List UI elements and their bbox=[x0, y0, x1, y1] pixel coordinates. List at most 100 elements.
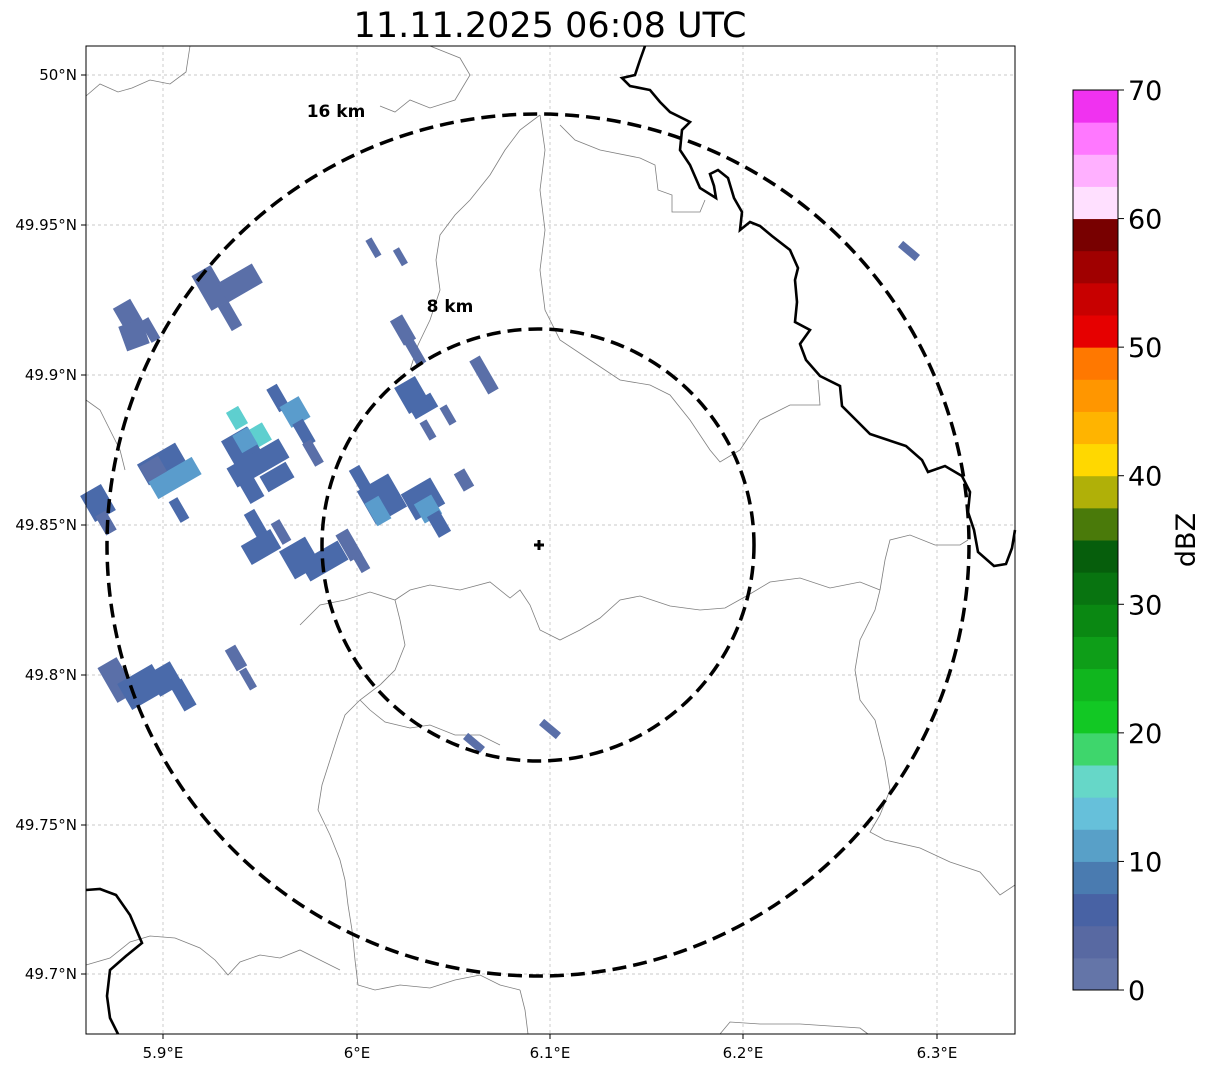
x-tick-label: 6°E bbox=[344, 1044, 371, 1062]
colorbar-segment bbox=[1073, 90, 1118, 123]
echo-cell bbox=[364, 495, 392, 527]
colorbar-segment bbox=[1073, 443, 1118, 477]
reflectivity-echoes bbox=[80, 237, 920, 754]
admin-border bbox=[409, 114, 541, 371]
admin-border bbox=[85, 45, 191, 97]
colorbar: 0 10 20 30 40 50 60 70 dBZ bbox=[1072, 76, 1202, 1007]
colorbar-segment bbox=[1073, 540, 1118, 573]
colorbar-segment bbox=[1073, 765, 1118, 798]
colorbar-tick-label: 30 bbox=[1128, 590, 1162, 621]
colorbar-segment bbox=[1073, 797, 1118, 830]
colorbar-tick-label: 60 bbox=[1128, 205, 1162, 236]
colorbar-segment bbox=[1073, 893, 1118, 927]
colorbar-tick-label: 40 bbox=[1128, 462, 1162, 493]
colorbar-segment bbox=[1073, 186, 1118, 220]
echo-cell bbox=[270, 519, 292, 545]
colorbar-tick-label: 10 bbox=[1128, 847, 1162, 878]
map-panel: 16 km 8 km bbox=[80, 45, 1017, 1035]
range-ring-16km bbox=[105, 112, 971, 978]
echo-cell bbox=[118, 318, 150, 352]
echo-cell bbox=[365, 237, 382, 259]
colorbar-segment bbox=[1073, 604, 1118, 637]
colorbar-segment bbox=[1073, 411, 1118, 445]
echo-cell bbox=[148, 456, 202, 500]
admin-border bbox=[854, 589, 1016, 896]
colorbar-segment bbox=[1073, 572, 1118, 605]
colorbar-ticks: 0 10 20 30 40 50 60 70 bbox=[1118, 76, 1162, 1007]
graticule bbox=[86, 46, 1015, 1034]
colorbar-segment bbox=[1073, 700, 1118, 734]
x-tick-label: 6.1°E bbox=[530, 1044, 571, 1062]
y-tick-label: 49.8°N bbox=[25, 666, 77, 684]
radar-site-marker bbox=[534, 540, 544, 550]
y-tick-label: 49.95°N bbox=[15, 216, 77, 234]
echo-cell bbox=[335, 528, 363, 562]
colorbar-segment bbox=[1073, 475, 1118, 509]
colorbar-segments bbox=[1073, 90, 1118, 991]
national-border bbox=[619, 45, 1017, 568]
echo-cell bbox=[426, 510, 452, 538]
ring-label-8km: 8 km bbox=[427, 297, 474, 317]
echo-cell bbox=[217, 263, 263, 303]
admin-border bbox=[519, 989, 529, 1035]
echo-cell bbox=[232, 426, 258, 454]
echo-cell bbox=[389, 314, 417, 346]
y-tick-label: 50°N bbox=[39, 66, 77, 84]
colorbar-segment bbox=[1073, 122, 1118, 155]
colorbar-segment bbox=[1073, 379, 1118, 412]
colorbar-segment bbox=[1073, 250, 1118, 284]
y-tick-label: 49.85°N bbox=[15, 516, 77, 534]
echo-cell bbox=[403, 337, 427, 367]
echo-cell bbox=[138, 455, 168, 483]
colorbar-tick-label: 50 bbox=[1128, 333, 1162, 364]
echo-cell bbox=[224, 644, 248, 672]
admin-border bbox=[879, 534, 969, 591]
admin-border bbox=[317, 599, 521, 991]
y-tick-label: 49.9°N bbox=[25, 366, 77, 384]
echo-cell bbox=[898, 240, 920, 262]
echo-cell bbox=[240, 528, 282, 566]
echo-cell bbox=[225, 405, 249, 431]
x-tick-label: 6.3°E bbox=[917, 1044, 958, 1062]
echo-cell bbox=[169, 678, 197, 712]
colorbar-segment bbox=[1073, 732, 1118, 766]
echo-cell bbox=[539, 718, 561, 740]
echo-cell bbox=[351, 550, 371, 574]
colorbar-segment bbox=[1073, 315, 1118, 348]
admin-border bbox=[559, 124, 706, 213]
echo-cell bbox=[407, 392, 439, 420]
colorbar-segment bbox=[1073, 218, 1118, 252]
admin-border bbox=[379, 45, 471, 113]
echo-cell bbox=[439, 404, 457, 426]
colorbar-segment bbox=[1073, 668, 1118, 702]
echo-cell bbox=[302, 439, 324, 467]
echo-cell bbox=[243, 508, 269, 540]
colorbar-segment bbox=[1073, 282, 1118, 316]
echo-cell bbox=[469, 355, 499, 395]
echo-cell bbox=[463, 732, 485, 754]
echo-cell bbox=[419, 419, 437, 441]
admin-border bbox=[85, 399, 126, 471]
admin-border bbox=[539, 114, 821, 463]
colorbar-segment bbox=[1073, 636, 1118, 670]
range-ring-8km bbox=[320, 327, 756, 763]
echo-cell bbox=[235, 470, 265, 504]
national-borders bbox=[85, 45, 1017, 1035]
y-tick-label: 49.75°N bbox=[15, 816, 77, 834]
colorbar-segment bbox=[1073, 154, 1118, 187]
x-tick-label: 5.9°E bbox=[143, 1044, 184, 1062]
colorbar-tick-label: 20 bbox=[1128, 719, 1162, 750]
x-axis-ticks: 5.9°E 6°E 6.1°E 6.2°E 6.3°E bbox=[143, 1034, 958, 1062]
echo-cell bbox=[139, 317, 161, 343]
y-axis-ticks: 50°N 49.95°N 49.9°N 49.85°N 49.8°N 49.75… bbox=[15, 66, 86, 983]
echo-cell bbox=[392, 247, 408, 267]
echo-cell bbox=[239, 667, 257, 691]
national-border bbox=[85, 887, 144, 1035]
colorbar-segment bbox=[1073, 347, 1118, 380]
echo-cell bbox=[259, 461, 295, 493]
admin-border bbox=[299, 577, 881, 641]
colorbar-segment bbox=[1073, 829, 1118, 862]
admin-borders bbox=[85, 45, 1016, 1035]
colorbar-segment bbox=[1073, 957, 1118, 991]
